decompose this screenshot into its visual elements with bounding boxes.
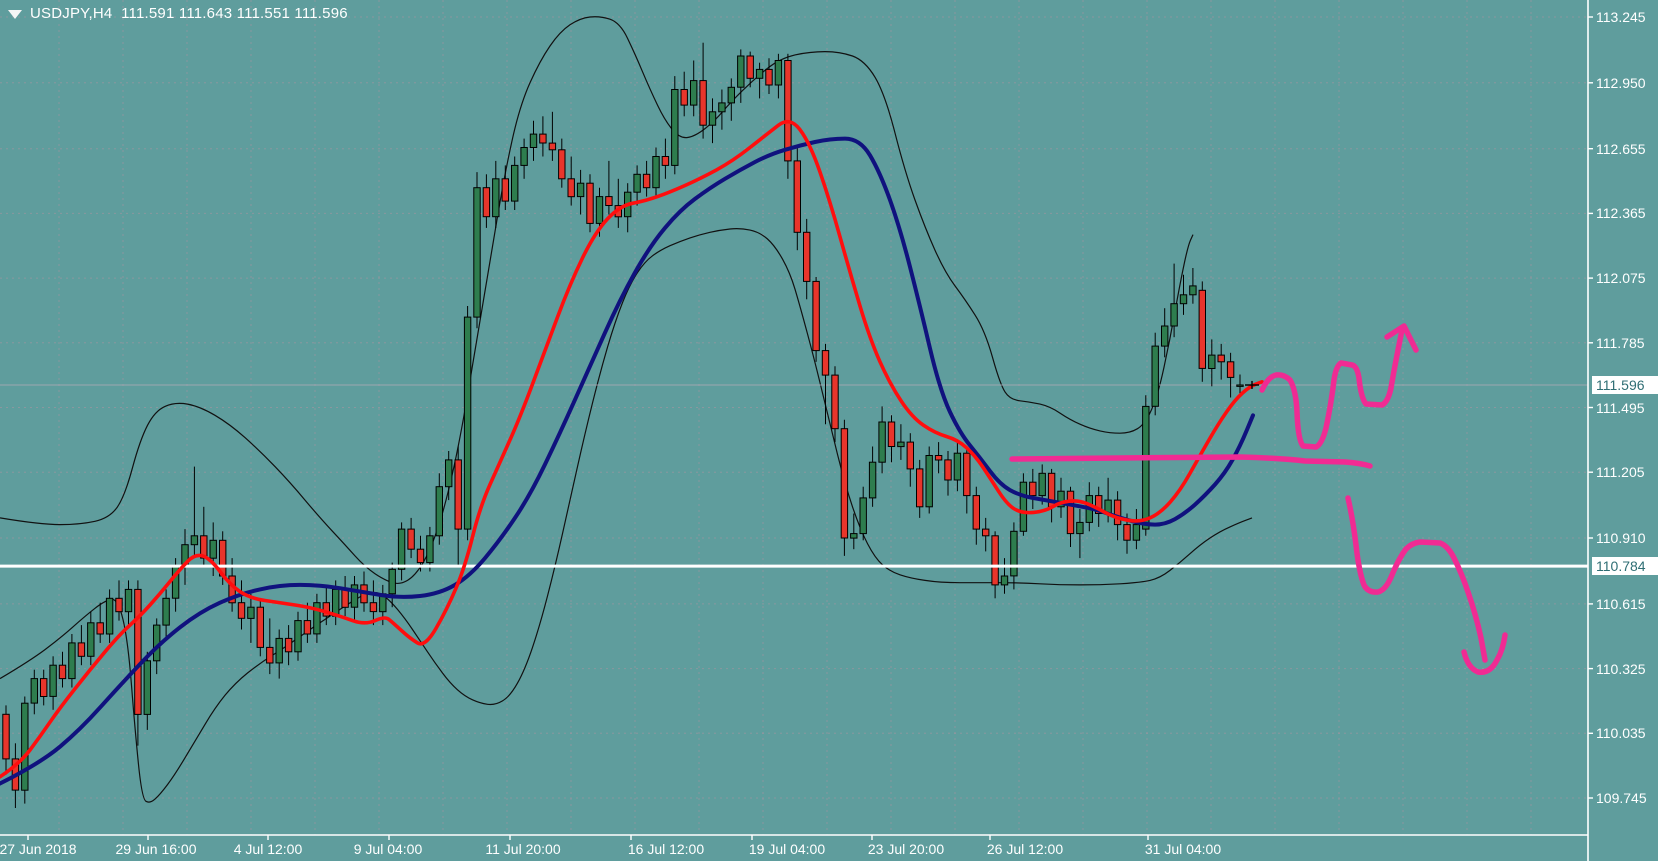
collapse-triangle-icon[interactable] <box>8 10 22 19</box>
fast-ma-line <box>0 119 1264 779</box>
time-axis-label: 27 Jun 2018 <box>0 841 77 857</box>
price-axis-label: 112.655 <box>1596 140 1646 157</box>
pink-annotations[interactable] <box>1009 323 1508 675</box>
price-axis-label: 111.205 <box>1596 464 1645 481</box>
time-axis-label: 23 Jul 20:00 <box>867 841 945 857</box>
time-axis-label: 4 Jul 12:00 <box>233 841 303 857</box>
price-axis-label: 110.325 <box>1596 660 1646 677</box>
last-price-cross <box>1245 380 1259 389</box>
time-axis-label: 26 Jul 12:00 <box>986 841 1064 857</box>
price-axis-label: 110.035 <box>1596 725 1646 742</box>
time-axis-label: 16 Jul 12:00 <box>627 841 705 857</box>
price-axis-label: 110.615 <box>1596 595 1646 612</box>
price-axis-label: 112.075 <box>1596 270 1646 287</box>
chart-title-bar: USDJPY,H4 111.591 111.643 111.551 111.59… <box>8 5 348 22</box>
time-axis-label: 19 Jul 04:00 <box>748 841 826 857</box>
candlesticks <box>2 42 1244 808</box>
pink-support-line <box>1009 454 1373 469</box>
white-line-badge: 110.784 <box>1592 557 1658 576</box>
price-axis-label: 111.785 <box>1596 334 1645 351</box>
price-axis-label: 113.245 <box>1596 9 1646 25</box>
time-axis-label: 29 Jun 16:00 <box>115 841 197 857</box>
price-axis-label: 111.495 <box>1596 399 1645 416</box>
current-price-badge: 111.596 <box>1592 376 1658 394</box>
time-axis-label: 31 Jul 04:00 <box>1144 841 1222 857</box>
symbol-ohlc-title: USDJPY,H4 111.591 111.643 111.551 111.59… <box>30 5 348 22</box>
price-axis-label: 112.950 <box>1596 74 1646 91</box>
pink-down-arrowhead <box>1461 632 1508 675</box>
pink-up-scenario-path <box>1259 327 1405 450</box>
time-axis-label: 9 Jul 04:00 <box>353 841 423 857</box>
price-axis-label: 112.365 <box>1596 205 1646 222</box>
time-axis-label: 11 Jul 20:00 <box>485 841 561 857</box>
pink-down-scenario-path <box>1345 495 1488 663</box>
bollinger-bands <box>0 16 1253 803</box>
pink-up-arrowhead <box>1384 323 1419 353</box>
price-axis-label: 110.910 <box>1596 530 1646 546</box>
price-axis-label: 109.745 <box>1596 790 1647 806</box>
